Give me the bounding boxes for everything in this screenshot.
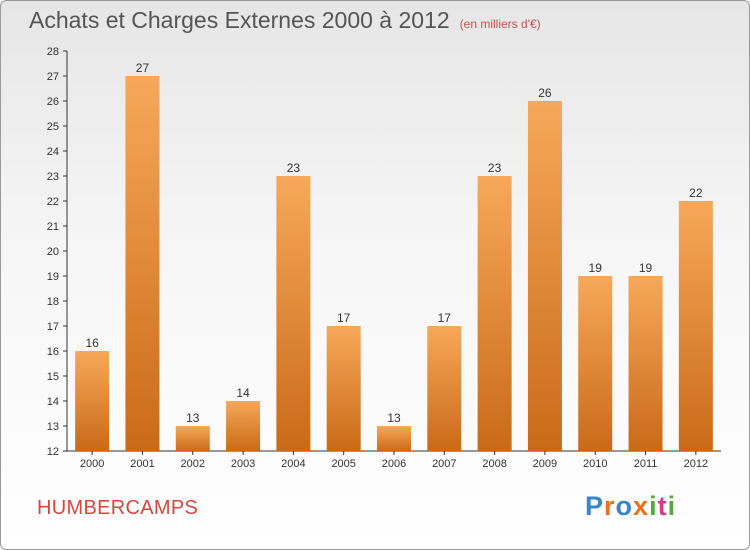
x-tick-label: 2006 bbox=[382, 458, 406, 470]
bar bbox=[75, 351, 110, 451]
town-name: HUMBERCAMPS bbox=[37, 497, 199, 519]
x-tick-label: 2004 bbox=[281, 458, 305, 470]
bar-value-label: 27 bbox=[136, 61, 150, 75]
y-tick-label: 17 bbox=[47, 321, 59, 333]
logo-letter: r bbox=[604, 491, 616, 521]
x-tick-label: 2000 bbox=[80, 458, 104, 470]
proxiti-logo: Proxiti bbox=[585, 491, 676, 522]
bar-value-label: 22 bbox=[689, 186, 703, 200]
bar bbox=[125, 76, 160, 451]
logo-letter: P bbox=[585, 491, 605, 521]
bar-value-label: 13 bbox=[387, 411, 401, 425]
y-tick-label: 15 bbox=[47, 371, 59, 383]
y-tick-label: 27 bbox=[47, 71, 59, 83]
y-tick-label: 26 bbox=[47, 96, 59, 108]
chart-axes: 12 13 14 15 16 17 18 19 20 21 22 23 24 25 26 27 28 2000 20… bbox=[47, 46, 721, 470]
logo-letter: o bbox=[615, 491, 634, 521]
x-tick-label: 2001 bbox=[130, 458, 154, 470]
x-tick-label: 2012 bbox=[684, 458, 708, 470]
bar bbox=[427, 326, 462, 451]
bar bbox=[527, 101, 562, 451]
y-tick-label: 21 bbox=[47, 221, 59, 233]
bar-value-label: 13 bbox=[186, 411, 200, 425]
y-tick-label: 28 bbox=[47, 46, 59, 58]
bar-value-label: 14 bbox=[236, 386, 250, 400]
y-tick-label: 22 bbox=[47, 196, 59, 208]
y-tick-label: 25 bbox=[47, 121, 59, 133]
x-tick-label: 2002 bbox=[181, 458, 205, 470]
bar bbox=[578, 276, 613, 451]
y-tick-label: 13 bbox=[47, 421, 59, 433]
bar-value-label: 19 bbox=[589, 261, 603, 275]
bar-value-label: 17 bbox=[438, 311, 452, 325]
bar-value-label: 23 bbox=[287, 161, 301, 175]
y-tick-label: 18 bbox=[47, 296, 59, 308]
y-tick-label: 20 bbox=[47, 246, 59, 258]
y-tick-label: 16 bbox=[47, 346, 59, 358]
bar bbox=[678, 201, 713, 451]
chart-title-text: Achats et Charges Externes 2000 à 2012 bbox=[29, 7, 450, 33]
y-tick-label: 12 bbox=[47, 446, 59, 458]
chart-title: Achats et Charges Externes 2000 à 2012 (e… bbox=[29, 7, 541, 34]
chart-value-labels: 16 27 13 14 23 17 13 17 23 26 19 19 22 bbox=[85, 61, 702, 425]
logo-letter: i bbox=[667, 491, 677, 521]
y-tick-label: 23 bbox=[47, 171, 59, 183]
bar bbox=[477, 176, 512, 451]
x-tick-label: 2007 bbox=[432, 458, 456, 470]
logo-letter: t bbox=[657, 491, 668, 521]
bar bbox=[326, 326, 361, 451]
y-tick-label: 19 bbox=[47, 271, 59, 283]
bar-value-label: 17 bbox=[337, 311, 351, 325]
chart-bars bbox=[75, 76, 713, 451]
y-tick-label: 24 bbox=[47, 146, 59, 158]
bar-value-label: 16 bbox=[85, 336, 99, 350]
logo-letter: x bbox=[633, 491, 650, 521]
x-tick-label: 2009 bbox=[533, 458, 557, 470]
bar bbox=[377, 426, 411, 451]
bar bbox=[628, 276, 663, 451]
bar-value-label: 19 bbox=[639, 261, 653, 275]
x-tick-label: 2011 bbox=[634, 458, 658, 470]
x-tick-label: 2003 bbox=[231, 458, 255, 470]
bar-value-label: 26 bbox=[538, 86, 552, 100]
chart-subtitle: (en milliers d'€) bbox=[459, 17, 541, 31]
bar bbox=[175, 426, 210, 451]
x-tick-label: 2010 bbox=[583, 458, 607, 470]
x-tick-label: 2005 bbox=[331, 458, 355, 470]
bar bbox=[226, 401, 261, 451]
x-tick-label: 2008 bbox=[482, 458, 506, 470]
bar-value-label: 23 bbox=[488, 161, 502, 175]
bar bbox=[276, 176, 311, 451]
y-tick-label: 14 bbox=[47, 396, 59, 408]
logo-letter: i bbox=[649, 491, 658, 521]
